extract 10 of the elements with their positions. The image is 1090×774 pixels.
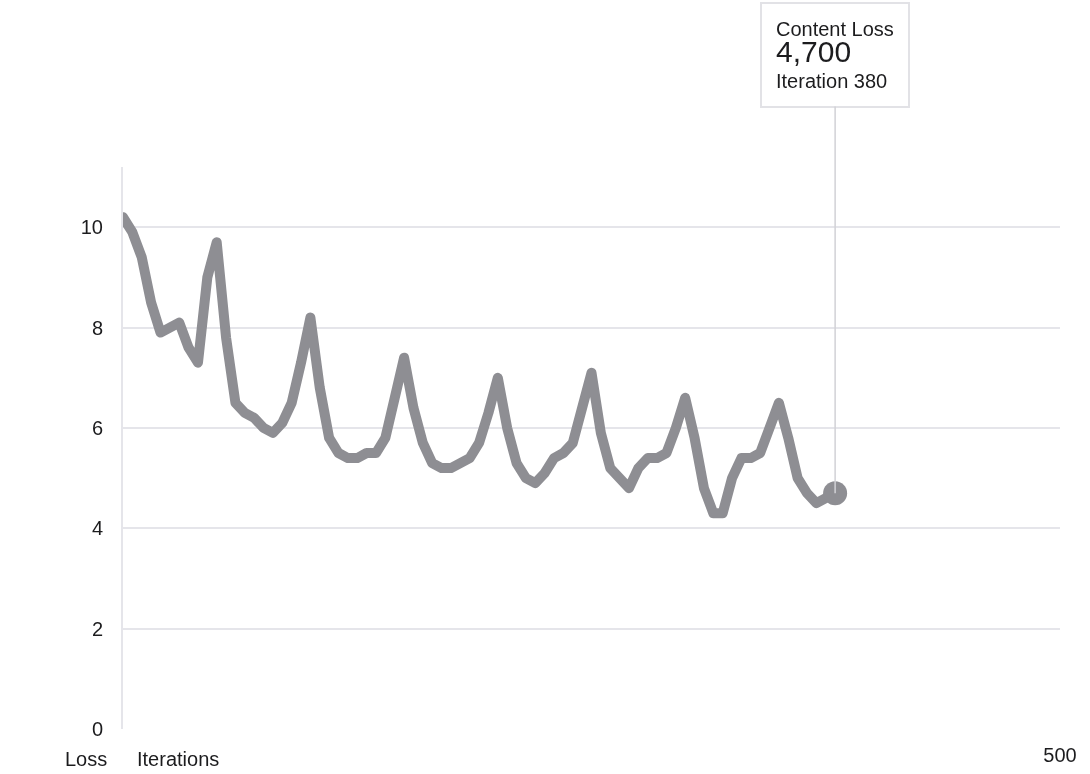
x-axis-title: Iterations [137, 748, 220, 770]
y-axis-title: Loss [65, 748, 108, 770]
y-tick-label: 8 [91, 316, 103, 339]
y-tick-label: 2 [91, 617, 103, 640]
x-tick-label: 500 [1043, 744, 1077, 766]
y-tick-label: 6 [91, 416, 103, 439]
annotation: Content Loss 4,700 Iteration 380 [776, 18, 894, 92]
y-tick-label: 0 [91, 718, 103, 740]
y-tick-label: 4 [91, 517, 103, 540]
y-tick-label: 10 [80, 216, 103, 239]
